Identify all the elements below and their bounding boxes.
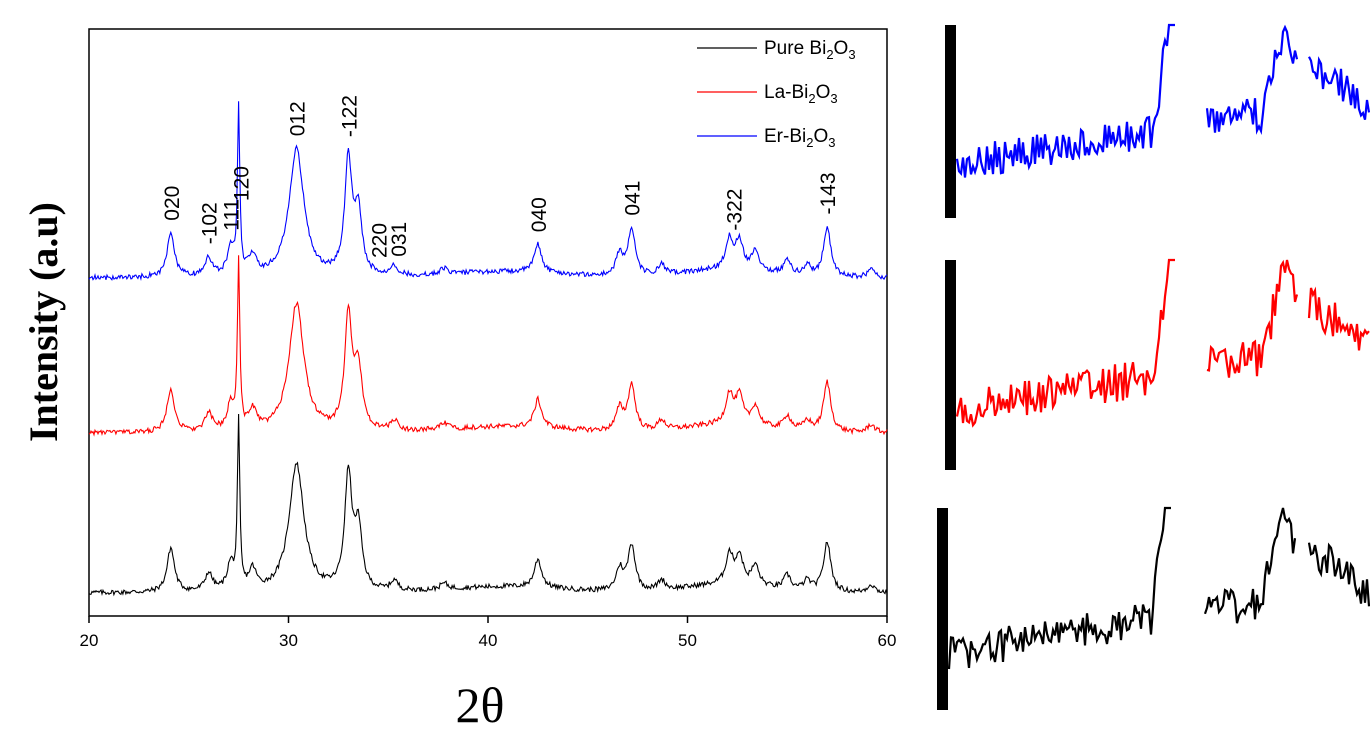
peak-label: 031 — [388, 222, 411, 257]
series-line-2 — [88, 255, 888, 437]
peak-label: 020 — [161, 186, 184, 221]
inset-trace — [955, 23, 1370, 178]
legend-label: La-Bi2O3 — [764, 82, 838, 106]
series-line-3 — [88, 101, 888, 281]
inset-trace — [955, 258, 1370, 428]
peak-label: -122 — [338, 95, 361, 137]
peak-label: -102 — [199, 202, 222, 244]
inset-panel-3 — [937, 506, 1370, 710]
x-axis-title: 2θ — [456, 677, 505, 730]
x-tick-label: 20 — [80, 631, 99, 650]
peak-label: 012 — [287, 101, 310, 136]
inset-panels — [937, 23, 1370, 710]
inset-panel-1 — [945, 23, 1370, 218]
legend-label: Er-Bi2O3 — [764, 126, 835, 150]
peak-label: 120 — [231, 166, 254, 201]
plot-frame — [88, 28, 888, 617]
inset-trace — [947, 506, 1370, 670]
peak-label: 041 — [622, 181, 645, 216]
peak-label: -143 — [817, 172, 840, 214]
peak-label: -322 — [723, 189, 746, 231]
x-tick-label: 30 — [279, 631, 298, 650]
y-axis-title: Intensity (a.u) — [21, 202, 66, 442]
inset-axis-bar — [945, 260, 956, 470]
inset-axis-bar — [937, 508, 948, 710]
peak-label: 111 — [221, 199, 244, 231]
x-tick-label: 50 — [678, 631, 697, 650]
x-tick-label: 60 — [878, 631, 897, 650]
peak-label: 040 — [528, 197, 551, 232]
inset-panel-2 — [945, 258, 1370, 470]
inset-axis-bar — [945, 25, 956, 218]
x-tick-label: 40 — [479, 631, 498, 650]
peak-label: 220 — [368, 223, 391, 258]
series-line-1 — [88, 413, 888, 597]
legend-label: Pure Bi2O3 — [764, 38, 856, 62]
